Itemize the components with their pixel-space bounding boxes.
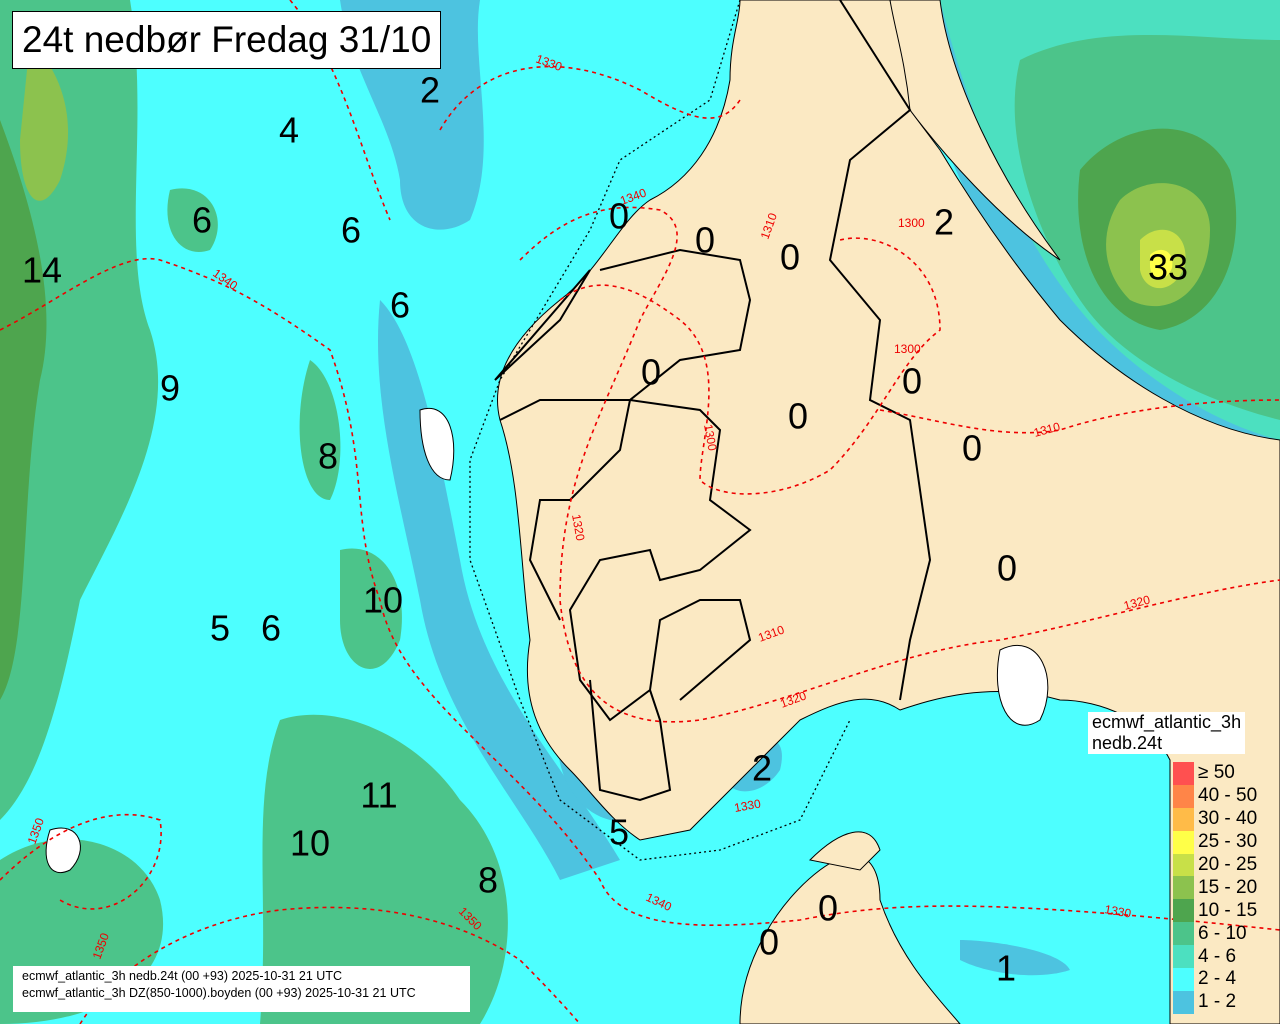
- legend-label: 25 - 30: [1198, 831, 1258, 853]
- precip-value: 0: [962, 428, 982, 469]
- national-border-dotted: [469, 0, 851, 861]
- legend-swatch: [1173, 762, 1194, 785]
- contour-label: 1330: [1103, 902, 1132, 920]
- contour-label: 1340: [644, 890, 674, 914]
- legend-item: ≥ 50: [1173, 762, 1257, 785]
- precip-value: 0: [780, 237, 800, 278]
- precip-value: 2: [752, 748, 772, 789]
- precip-value: 0: [902, 361, 922, 402]
- legend-label: 10 - 15: [1198, 899, 1258, 921]
- legend-swatch: [1173, 990, 1194, 1014]
- precip-values: 2 4 6 6 14 6 9 8 10 5 6 11 10 8 5 2 0 0 …: [22, 70, 1188, 989]
- legend-label: 30 - 40: [1198, 808, 1258, 830]
- contour-label: 1300: [701, 423, 719, 452]
- footer-line-2: ecmwf_atlantic_3h DZ(850-1000).boyden (0…: [22, 986, 416, 1000]
- precip-value: 14: [22, 250, 62, 291]
- precip-value: 33: [1148, 247, 1188, 288]
- legend-item: 1 - 2: [1173, 990, 1257, 1014]
- land-areas: [497, 0, 1280, 1024]
- precip-value: 10: [290, 823, 330, 864]
- legend-swatch: [1173, 807, 1194, 831]
- precip-value: 6: [341, 210, 361, 251]
- precip-value: 6: [192, 200, 212, 241]
- precip-value: 0: [818, 888, 838, 929]
- contour-label: 1300: [894, 342, 921, 356]
- legend-item: 40 - 50: [1173, 784, 1258, 808]
- precip-value: 0: [759, 922, 779, 963]
- legend-label: 4 - 6: [1198, 945, 1237, 967]
- legend-swatch: [1173, 899, 1194, 923]
- legend-swatch: [1173, 784, 1194, 808]
- legend-item: 2 - 4: [1173, 968, 1257, 991]
- precip-value: 6: [261, 608, 281, 649]
- legend-label: 1 - 2: [1198, 991, 1237, 1013]
- precip-value: 8: [478, 860, 498, 901]
- footer-info: ecmwf_atlantic_3h nedb.24t (00 +93) 2025…: [13, 966, 470, 1012]
- contour-label: 1320: [569, 513, 587, 542]
- map-title: 24t nedbør Fredag 31/10: [12, 11, 442, 69]
- lakes: [45, 407, 1049, 873]
- legend-header: ecmwf_atlantic_3h nedb.24t: [1088, 712, 1246, 754]
- contour-label: 1300: [898, 216, 925, 230]
- legend-label: 15 - 20: [1198, 876, 1258, 898]
- color-legend: ≥ 50 40 - 50 30 - 40 25 - 30 20 - 25 15 - 20 1…: [1173, 762, 1257, 1014]
- precip-value: 10: [363, 580, 403, 621]
- contour-label: 1330: [733, 796, 762, 814]
- precip-value: 2: [420, 70, 440, 111]
- county-borders: [494, 0, 932, 802]
- legend-label: 20 - 25: [1198, 854, 1258, 875]
- contour-label: 1310: [1032, 419, 1062, 440]
- legend-item: 6 - 10: [1173, 922, 1257, 946]
- precip-value: 5: [609, 812, 629, 853]
- legend-item: 15 - 20: [1173, 876, 1258, 900]
- legend-item: 25 - 30: [1173, 830, 1258, 854]
- legend-model: ecmwf_atlantic_3h: [1092, 712, 1242, 732]
- legend-item: 30 - 40: [1173, 807, 1258, 831]
- legend-item: 20 - 25: [1173, 853, 1258, 877]
- legend-swatch: [1173, 922, 1194, 946]
- precip-value: 4: [279, 110, 299, 151]
- precip-value: 2: [934, 202, 954, 243]
- contour-label: 1340: [210, 266, 240, 293]
- precip-value: 0: [788, 396, 808, 437]
- legend-label: 2 - 4: [1198, 968, 1237, 990]
- precip-value: 8: [318, 436, 338, 477]
- legend-label: ≥ 50: [1198, 762, 1235, 784]
- precip-value: 5: [210, 608, 230, 649]
- legend-swatch: [1173, 830, 1194, 854]
- precip-value: 9: [160, 368, 180, 409]
- contour-label: 1330: [534, 52, 564, 74]
- precip-value: 11: [360, 775, 397, 816]
- precip-value: 0: [609, 196, 629, 237]
- legend-swatch: [1173, 968, 1194, 991]
- legend-label: 40 - 50: [1198, 785, 1258, 807]
- legend-field: nedb.24t: [1092, 733, 1163, 753]
- legend-swatch: [1173, 876, 1194, 900]
- contour-label: 1350: [25, 816, 47, 846]
- legend-item: 4 - 6: [1173, 945, 1257, 969]
- precip-value: 0: [641, 352, 661, 393]
- precip-value: 1: [996, 948, 1016, 989]
- legend-swatch: [1173, 853, 1194, 877]
- precip-value: 0: [695, 220, 715, 261]
- contour-label: 1320: [1122, 592, 1152, 613]
- legend-item: 10 - 15: [1173, 899, 1258, 923]
- legend-swatch: [1173, 945, 1194, 969]
- footer-line-1: ecmwf_atlantic_3h nedb.24t (00 +93) 2025…: [22, 969, 342, 983]
- precip-value: 0: [997, 548, 1017, 589]
- precip-value: 6: [390, 285, 410, 326]
- legend-label: 6 - 10: [1198, 922, 1247, 944]
